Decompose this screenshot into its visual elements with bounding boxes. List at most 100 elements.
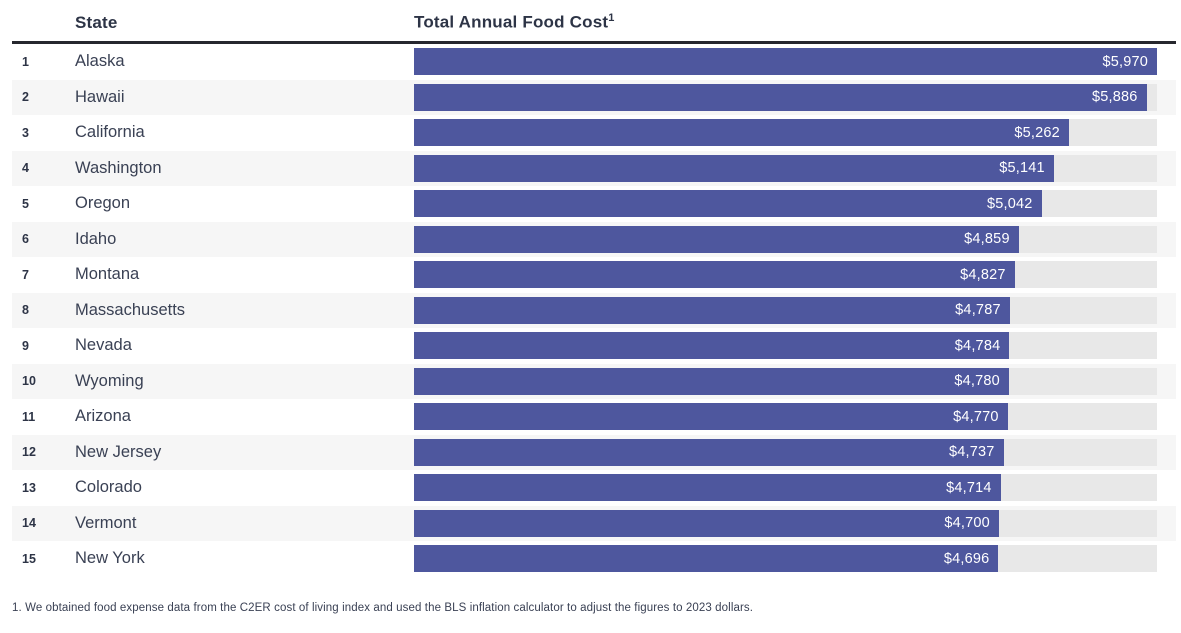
table-row: 1 Alaska $5,970: [12, 44, 1176, 80]
rank-cell: 14: [22, 516, 36, 531]
bar-value-label: $4,784: [954, 337, 1001, 354]
bar-track: $4,737: [414, 438, 1157, 466]
cost-column-header-footnote-marker: 1: [608, 12, 615, 25]
bar-cell: $4,737: [414, 438, 1176, 466]
bar-track: $5,042: [414, 190, 1157, 218]
bar: $4,859: [414, 225, 1019, 253]
bar-cell: $4,714: [414, 474, 1176, 502]
bar: $5,970: [414, 48, 1157, 76]
state-cell: Wyoming: [75, 371, 144, 390]
bar: $5,886: [414, 83, 1147, 111]
bar: $4,696: [414, 545, 999, 573]
bar-track: $4,784: [414, 332, 1157, 360]
rank-cell: 1: [22, 54, 29, 69]
bar-cell: $4,787: [414, 296, 1176, 324]
table-row: 11 Arizona $4,770: [12, 399, 1176, 435]
bar-cell: $4,859: [414, 225, 1176, 253]
table-row: 6 Idaho $4,859: [12, 221, 1176, 257]
bar-track: $4,827: [414, 261, 1157, 289]
bar-value-label: $4,696: [943, 550, 990, 567]
rank-cell: 9: [22, 338, 29, 353]
rank-cell: 3: [22, 125, 29, 140]
bar: $4,737: [414, 438, 1004, 466]
state-cell: Arizona: [75, 407, 131, 426]
rank-cell: 7: [22, 267, 29, 282]
bar: $5,042: [414, 190, 1042, 218]
table-row: 8 Massachusetts $4,787: [12, 292, 1176, 328]
state-cell: California: [75, 123, 145, 142]
bar-track: $4,700: [414, 509, 1157, 537]
rank-cell: 11: [22, 409, 36, 424]
bar-value-label: $5,262: [1014, 124, 1060, 141]
state-cell: Colorado: [75, 478, 142, 497]
bar: $4,714: [414, 474, 1001, 502]
bar: $4,784: [414, 332, 1010, 360]
rank-cell: 13: [22, 480, 36, 495]
bar-value-label: $4,714: [946, 479, 992, 496]
bar-value-label: $5,042: [986, 195, 1033, 212]
table-row: 3 California $5,262: [12, 115, 1176, 151]
bar: $4,770: [414, 403, 1008, 431]
footnote: 1. We obtained food expense data from th…: [12, 602, 754, 614]
bar-value-label: $4,770: [953, 408, 999, 425]
table-row: 10 Wyoming $4,780: [12, 363, 1176, 399]
bar: $4,787: [414, 296, 1010, 324]
bar-value-label: $4,780: [954, 373, 1000, 390]
bar-value-label: $5,886: [1091, 89, 1138, 106]
cost-column-header-label: Total Annual Food Cost: [414, 13, 609, 32]
state-cell: Massachusetts: [75, 300, 186, 319]
bar-value-label: $4,787: [955, 302, 1001, 319]
rank-cell: 15: [22, 551, 36, 566]
bar-track: $4,787: [414, 296, 1157, 324]
table-row: 4 Washington $5,141: [12, 150, 1176, 186]
bar-track: $4,696: [414, 545, 1157, 573]
state-cell: Vermont: [75, 513, 137, 532]
state-cell: Nevada: [75, 336, 132, 355]
bar-cell: $4,700: [414, 509, 1176, 537]
bar-track: $5,262: [414, 119, 1157, 147]
bar-value-label: $5,141: [999, 160, 1045, 177]
bar: $5,262: [414, 119, 1069, 147]
food-cost-table: State Total Annual Food Cost1 1 Alaska $5,…: [12, 0, 1176, 577]
bar-track: $5,970: [414, 48, 1157, 76]
bar-value-label: $4,737: [949, 444, 995, 461]
rank-cell: 10: [22, 374, 36, 389]
bar-track: $4,770: [414, 403, 1157, 431]
state-cell: New Jersey: [75, 442, 162, 461]
table-row: 15 New York $4,696: [12, 541, 1176, 577]
state-cell: New York: [75, 549, 145, 568]
state-cell: Oregon: [75, 194, 131, 213]
rank-cell: 2: [22, 90, 29, 105]
bar-cell: $4,827: [414, 261, 1176, 289]
state-cell: Alaska: [75, 52, 125, 71]
bar-track: $5,141: [414, 154, 1157, 182]
bar-cell: $5,042: [414, 190, 1176, 218]
table-row: 14 Vermont $4,700: [12, 505, 1176, 541]
table-rows: 1 Alaska $5,970 2 Hawaii $5,886 3 California $5,…: [12, 44, 1176, 577]
state-cell: Washington: [75, 158, 162, 177]
bar-value-label: $4,827: [960, 266, 1006, 283]
bar-cell: $4,770: [414, 403, 1176, 431]
state-column-header: State: [75, 13, 118, 32]
bar-cell: $5,886: [414, 83, 1176, 111]
state-cell: Idaho: [75, 229, 117, 248]
bar: $4,827: [414, 261, 1015, 289]
bar: $5,141: [414, 154, 1054, 182]
rank-cell: 12: [22, 445, 36, 460]
cost-column-header: Total Annual Food Cost1: [414, 12, 1176, 33]
state-cell: Hawaii: [75, 87, 125, 106]
state-cell: Montana: [75, 265, 140, 284]
bar-value-label: $4,859: [964, 231, 1010, 248]
bar-track: $4,859: [414, 225, 1157, 253]
bar-track: $4,714: [414, 474, 1157, 502]
bar: $4,700: [414, 509, 999, 537]
bar-value-label: $5,970: [1102, 53, 1148, 70]
rank-cell: 6: [22, 232, 29, 247]
bar-cell: $4,784: [414, 332, 1176, 360]
bar-cell: $5,262: [414, 119, 1176, 147]
rank-cell: 4: [22, 161, 29, 176]
table-row: 5 Oregon $5,042: [12, 186, 1176, 222]
table-header-row: State Total Annual Food Cost1: [12, 0, 1176, 44]
bar-value-label: $4,700: [944, 515, 990, 532]
